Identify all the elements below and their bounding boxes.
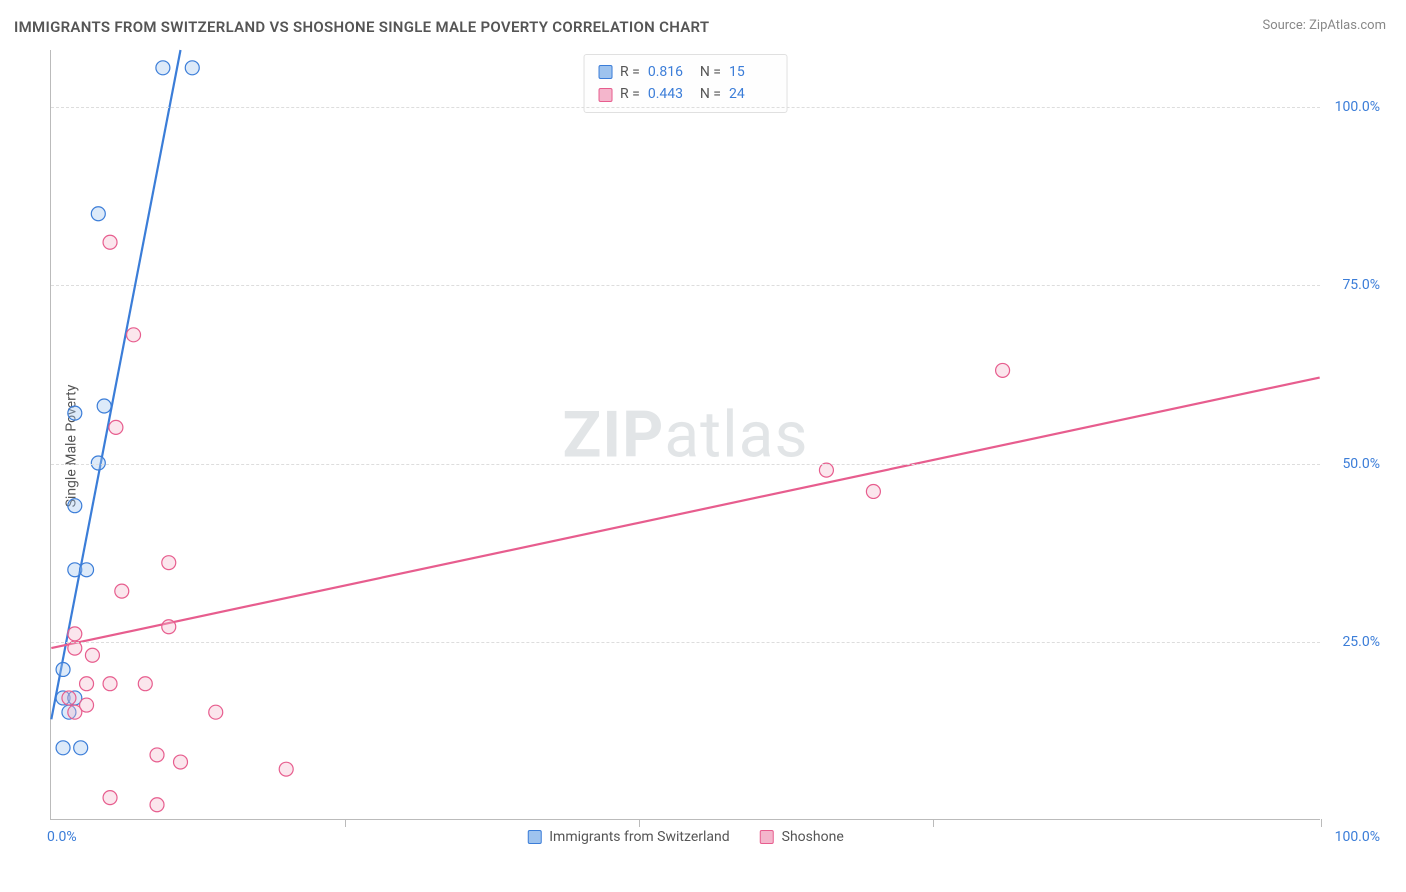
- scatter-point: [279, 762, 293, 776]
- scatter-point: [150, 798, 164, 812]
- legend-n-label: N =: [700, 61, 721, 83]
- legend-n-value: 15: [729, 61, 773, 83]
- gridline-h: [51, 642, 1320, 643]
- scatter-point: [68, 627, 82, 641]
- scatter-point: [138, 677, 152, 691]
- legend-swatch: [760, 830, 774, 844]
- trend-line: [51, 50, 180, 719]
- legend-n-label: N =: [700, 83, 721, 105]
- y-tick-label: 50.0%: [1342, 456, 1380, 472]
- x-tick: [345, 819, 346, 827]
- legend-r-value: 0.443: [648, 83, 692, 105]
- scatter-point: [68, 499, 82, 513]
- legend-r-label: R =: [620, 61, 640, 83]
- x-tick: [639, 819, 640, 827]
- scatter-point: [156, 61, 170, 75]
- legend-r-value: 0.816: [648, 61, 692, 83]
- scatter-point: [91, 207, 105, 221]
- legend-series: Immigrants from Switzerland Shoshone: [527, 829, 844, 845]
- x-tick: [1321, 819, 1322, 827]
- scatter-point: [162, 620, 176, 634]
- scatter-point: [174, 755, 188, 769]
- legend-series-label: Immigrants from Switzerland: [549, 829, 729, 845]
- legend-swatch: [598, 65, 612, 79]
- scatter-point: [185, 61, 199, 75]
- scatter-point: [56, 662, 70, 676]
- legend-series-item: Shoshone: [760, 829, 844, 845]
- scatter-point: [97, 399, 111, 413]
- scatter-point: [103, 677, 117, 691]
- legend-series-item: Immigrants from Switzerland: [527, 829, 729, 845]
- plot-area: ZIPatlas R =0.816N =15R =0.443N =24 Immi…: [50, 50, 1320, 820]
- scatter-point: [68, 705, 82, 719]
- x-tick-label-right: 100.0%: [1335, 829, 1380, 845]
- legend-correlation-row: R = 0.816 N = 15: [598, 61, 773, 83]
- scatter-point: [103, 235, 117, 249]
- scatter-point: [85, 648, 99, 662]
- scatter-point: [109, 420, 123, 434]
- scatter-point: [56, 741, 70, 755]
- scatter-point: [819, 463, 833, 477]
- chart-source: Source: ZipAtlas.com: [1262, 18, 1386, 33]
- plot-svg: [51, 50, 1320, 819]
- chart-title: IMMIGRANTS FROM SWITZERLAND VS SHOSHONE …: [14, 18, 709, 36]
- scatter-point: [115, 584, 129, 598]
- scatter-point: [80, 563, 94, 577]
- scatter-point: [80, 677, 94, 691]
- gridline-h: [51, 464, 1320, 465]
- scatter-point: [150, 748, 164, 762]
- scatter-point: [68, 406, 82, 420]
- y-tick-label: 25.0%: [1342, 634, 1380, 650]
- x-tick-label-left: 0.0%: [47, 829, 77, 845]
- x-tick: [933, 819, 934, 827]
- legend-series-label: Shoshone: [782, 829, 844, 845]
- trend-line: [51, 378, 1319, 649]
- y-tick-label: 75.0%: [1342, 277, 1380, 293]
- scatter-point: [866, 484, 880, 498]
- legend-correlation: R = 0.816 N = 15 R = 0.443 N = 24: [583, 54, 788, 113]
- legend-swatch: [598, 88, 612, 102]
- scatter-point: [127, 328, 141, 342]
- legend-n-value: 24: [729, 83, 773, 105]
- y-tick-label: 100.0%: [1335, 99, 1380, 115]
- scatter-point: [103, 791, 117, 805]
- legend-correlation-row: R = 0.443 N = 24: [598, 83, 773, 105]
- legend-swatch: [527, 830, 541, 844]
- gridline-h: [51, 107, 1320, 108]
- scatter-point: [74, 741, 88, 755]
- scatter-point: [68, 641, 82, 655]
- gridline-h: [51, 285, 1320, 286]
- scatter-point: [996, 363, 1010, 377]
- scatter-point: [209, 705, 223, 719]
- correlation-chart: IMMIGRANTS FROM SWITZERLAND VS SHOSHONE …: [0, 0, 1406, 892]
- legend-r-label: R =: [620, 83, 640, 105]
- scatter-point: [62, 691, 76, 705]
- scatter-point: [162, 556, 176, 570]
